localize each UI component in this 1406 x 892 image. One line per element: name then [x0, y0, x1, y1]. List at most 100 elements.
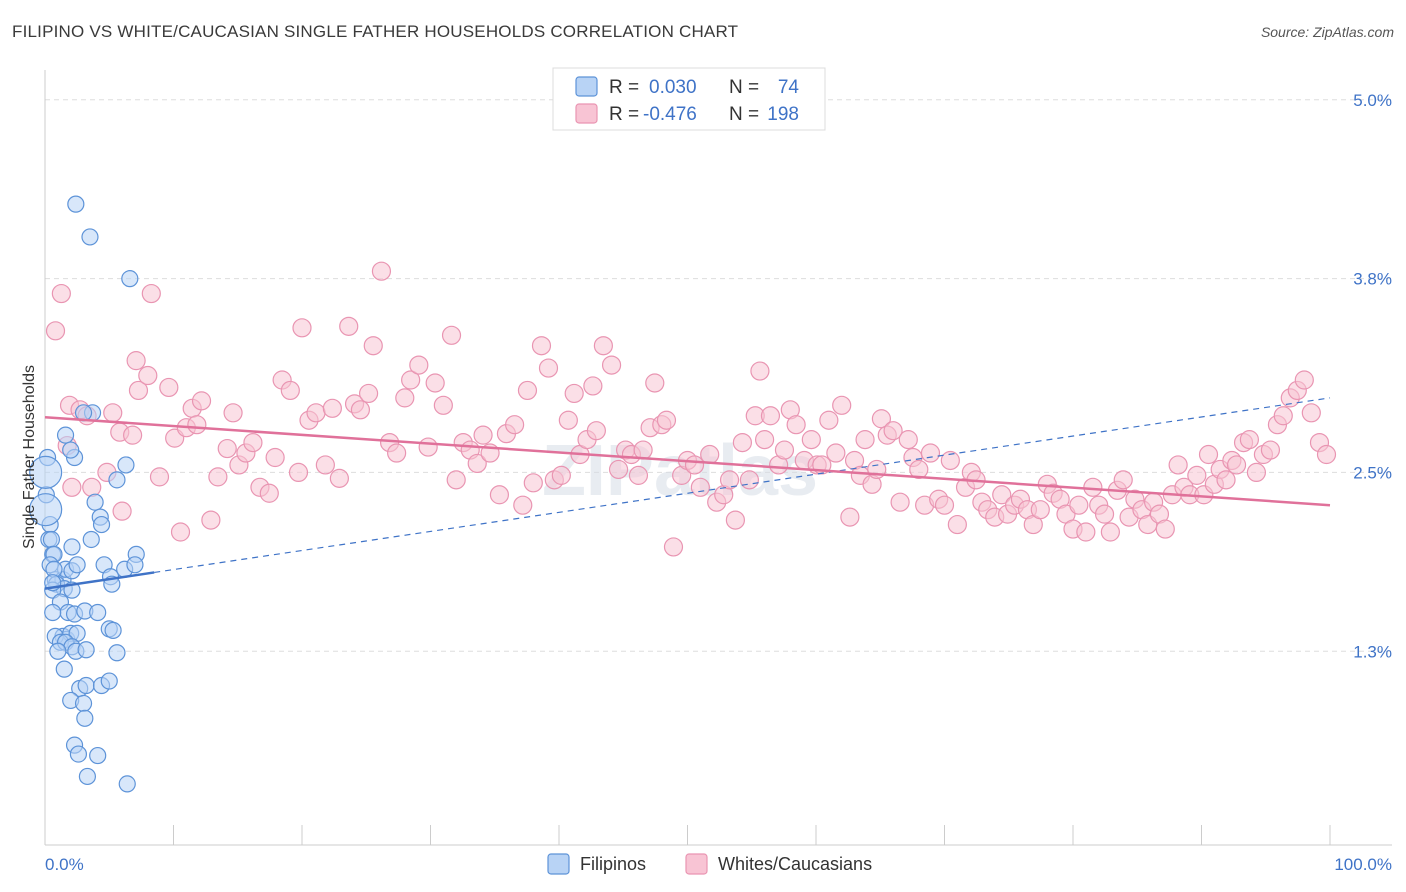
whites-point — [538, 358, 559, 378]
legend-r-label-filipinos: R = — [609, 77, 639, 98]
whites-point — [832, 395, 852, 415]
whites-point — [608, 459, 629, 480]
whites-point — [315, 455, 335, 475]
whites-point — [1273, 406, 1293, 426]
whites-point — [395, 388, 415, 408]
whites-point — [593, 336, 613, 356]
whites-point — [760, 406, 781, 426]
y-tick-label: 3.8% — [1353, 270, 1392, 289]
whites-point — [441, 325, 462, 345]
whites-point — [505, 415, 525, 435]
whites-point — [62, 477, 82, 497]
whites-point — [170, 522, 191, 542]
whites-point — [141, 283, 161, 304]
whites-point — [513, 495, 533, 515]
filipinos-point — [117, 456, 135, 474]
legend-swatch-whites — [575, 103, 598, 124]
whites-point — [288, 462, 309, 483]
whites-point — [583, 376, 603, 396]
filipinos-point — [77, 641, 95, 659]
filipinos-point — [63, 538, 81, 556]
whites-point — [425, 373, 445, 393]
whites-point — [719, 470, 740, 490]
whites-points — [45, 261, 1337, 557]
whites-trendline — [44, 416, 1331, 507]
whites-point — [558, 410, 578, 430]
whites-point — [663, 537, 684, 557]
whites-point — [51, 283, 71, 304]
whites-point — [656, 410, 677, 430]
whites-point — [138, 365, 158, 386]
filipinos-point — [56, 426, 75, 444]
whites-point — [82, 477, 102, 497]
filipinos-point — [62, 441, 80, 459]
whites-point — [586, 421, 606, 441]
source-label: Source: ZipAtlas.com — [1260, 24, 1394, 40]
chart-title: FILIPINO VS WHITE/CAUCASIAN SINGLE FATHE… — [12, 22, 739, 41]
whites-point — [159, 377, 179, 398]
filipinos-point — [67, 195, 85, 213]
whites-point — [280, 380, 300, 401]
whites-point — [1316, 444, 1337, 465]
whites-point — [418, 437, 438, 457]
whites-point — [1076, 522, 1096, 542]
whites-point — [1155, 519, 1175, 539]
whites-point — [826, 443, 846, 463]
whites-point — [433, 395, 453, 415]
filipinos-point — [86, 493, 104, 511]
top-legend: R = 0.030 N = 74 R = -0.476 N = 198 — [552, 67, 826, 131]
tick-labels: 1.3% 2.5% 3.8% 5.0% 0.0% 100.0% — [45, 91, 1392, 874]
whites-point — [1198, 444, 1219, 465]
y-tick-label: 1.3% — [1353, 642, 1392, 661]
whites-point — [1100, 522, 1120, 542]
legend-swatch-filipinos — [575, 76, 598, 97]
whites-point — [774, 440, 795, 460]
filipinos-point — [126, 556, 144, 574]
filipinos-point — [121, 270, 139, 288]
filipinos-point — [29, 493, 63, 527]
filipinos-point — [77, 676, 95, 695]
whites-point — [187, 415, 207, 435]
whites-point — [517, 380, 538, 401]
whites-point — [883, 421, 903, 441]
trendlines — [44, 397, 1331, 590]
whites-point — [992, 485, 1012, 505]
whites-point — [208, 467, 228, 487]
gridlines — [45, 99, 1392, 652]
whites-point — [725, 510, 745, 530]
filipinos-point — [78, 767, 97, 786]
whites-point — [112, 501, 132, 521]
whites-point — [306, 403, 326, 423]
whites-point — [551, 465, 571, 485]
whites-point — [750, 361, 770, 381]
whites-point — [690, 477, 710, 497]
whites-point — [358, 383, 379, 404]
whites-point — [947, 514, 967, 535]
bottom-legend: Filipinos Whites/Caucasians — [547, 853, 872, 875]
filipinos-point — [49, 642, 67, 660]
whites-point — [633, 440, 653, 460]
whites-point — [732, 432, 753, 453]
x-tick-label: 0.0% — [45, 855, 84, 874]
y-tick-label: 5.0% — [1353, 91, 1392, 110]
legend-n-label-filipinos: N = — [729, 77, 759, 98]
legend-r-label-whites: R = — [609, 104, 639, 125]
whites-point — [409, 355, 429, 375]
y-axis-title: Single Father Households — [21, 365, 38, 549]
whites-point — [819, 410, 839, 430]
whites-point — [1187, 465, 1207, 485]
whites-point — [934, 495, 955, 515]
whites-point — [329, 468, 349, 488]
whites-point — [292, 318, 312, 338]
y-tick-label: 2.5% — [1353, 463, 1392, 482]
filipinos-points — [29, 195, 145, 793]
filipinos-point — [108, 471, 126, 489]
whites-point — [201, 510, 221, 530]
bottom-legend-swatch-whites — [685, 853, 708, 875]
whites-point — [1239, 430, 1259, 450]
whites-point — [126, 351, 146, 371]
whites-point — [1226, 455, 1247, 475]
whites-point — [371, 261, 392, 281]
whites-point — [898, 430, 918, 450]
filipinos-point — [55, 660, 73, 678]
